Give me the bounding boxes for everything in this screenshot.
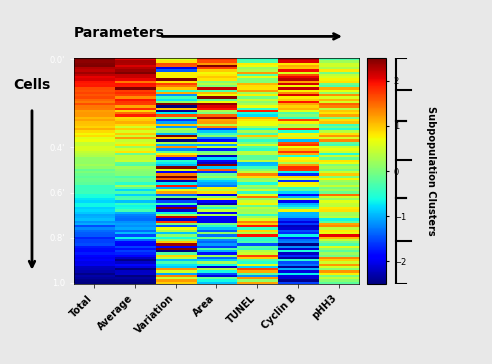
Text: Parameters: Parameters bbox=[74, 26, 165, 40]
Text: Subpopulation Clusters: Subpopulation Clusters bbox=[426, 106, 435, 236]
Text: Cells: Cells bbox=[13, 78, 51, 92]
